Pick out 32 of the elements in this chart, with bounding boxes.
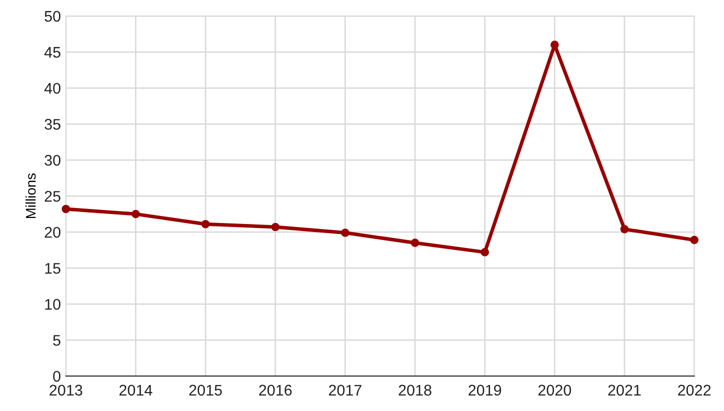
point: [410, 238, 420, 248]
point: [201, 220, 210, 228]
x-tick-label: 2018: [398, 384, 432, 396]
y-tick-label: 50: [44, 10, 60, 22]
x-tick-label: 2022: [678, 384, 711, 396]
y-tick-label: 40: [44, 82, 60, 94]
y-tick-label: 30: [44, 154, 60, 166]
point: [480, 248, 490, 256]
x-tick-label: 2021: [608, 384, 641, 396]
y-tick-label: 45: [44, 47, 60, 58]
point: [341, 228, 350, 237]
y-tick-label: 15: [45, 263, 60, 274]
x-tick-label: 2019: [468, 384, 502, 396]
x-tick-label: 2013: [50, 384, 82, 396]
point: [620, 225, 629, 234]
y-axis-title: Millions: [26, 173, 36, 218]
point: [62, 204, 70, 214]
x-tick-label: 2017: [328, 384, 362, 396]
x-tick-label: 2014: [119, 384, 152, 396]
y-tick-label: 5: [53, 335, 60, 346]
x-tick-label: 2015: [189, 384, 222, 396]
y-tick-label: 20: [44, 226, 60, 238]
y-tick-label: 25: [44, 190, 60, 202]
point: [132, 210, 140, 218]
point: [550, 40, 559, 49]
point: [271, 222, 280, 232]
x-tick-label: 2020: [538, 384, 572, 396]
y-tick-label: 0: [53, 370, 60, 382]
y-tick-label: 10: [45, 298, 60, 310]
x-tick-label: 2016: [259, 384, 292, 396]
point: [690, 236, 698, 244]
y-tick-label: 35: [44, 118, 60, 130]
